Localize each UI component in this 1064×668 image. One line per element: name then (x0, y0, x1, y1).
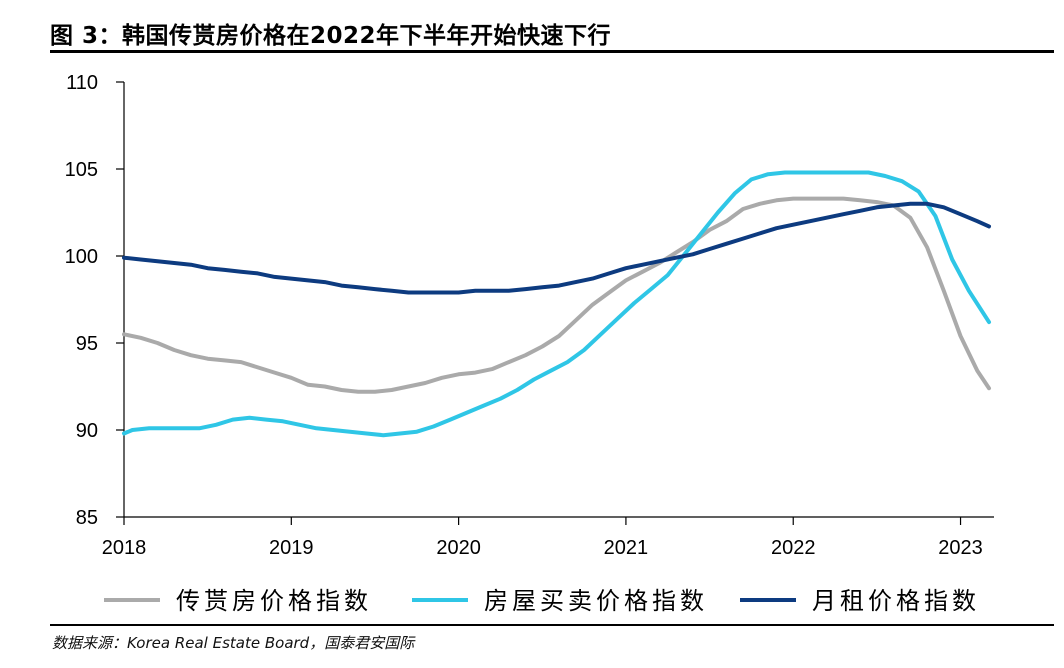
y-tick-label: 90 (76, 420, 98, 442)
legend-label-sale: 房屋买卖价格指数 (484, 588, 708, 615)
figure-title: 图 3：韩国传贳房价格在2022年下半年开始快速下行 (50, 23, 612, 49)
axes: 85 90 95 100 105 110 2018 2019 2020 2021 2022 2023 (65, 72, 994, 559)
bottom-rule (50, 624, 1054, 626)
y-tick-label: 85 (76, 507, 98, 529)
title-rule (50, 50, 1054, 53)
x-tick-label: 2020 (436, 537, 481, 559)
source-note: 数据来源：Korea Real Estate Board，国泰君安国际 (52, 634, 415, 652)
y-tick-label: 100 (65, 246, 98, 268)
y-tick-label: 110 (66, 72, 98, 94)
legend-label-jeonse: 传贳房价格指数 (176, 588, 372, 615)
series-line-sale (122, 170, 991, 438)
series-line-rent (122, 201, 991, 295)
legend: 传贳房价格指数 房屋买卖价格指数 月租价格指数 (104, 588, 980, 615)
series-lines (122, 170, 991, 438)
figure-header: 图 3：韩国传贳房价格在2022年下半年开始快速下行 (0, 0, 1064, 53)
y-tick-label: 95 (76, 333, 98, 355)
x-tick-label: 2023 (938, 537, 983, 559)
x-tick-label: 2019 (269, 537, 314, 559)
x-tick-label: 2022 (771, 537, 816, 559)
x-tick-label: 2021 (604, 537, 649, 559)
series-line-jeonse (122, 196, 991, 394)
x-tick-label: 2018 (102, 537, 147, 559)
legend-label-rent: 月租价格指数 (812, 588, 980, 615)
y-tick-label: 105 (65, 159, 98, 181)
